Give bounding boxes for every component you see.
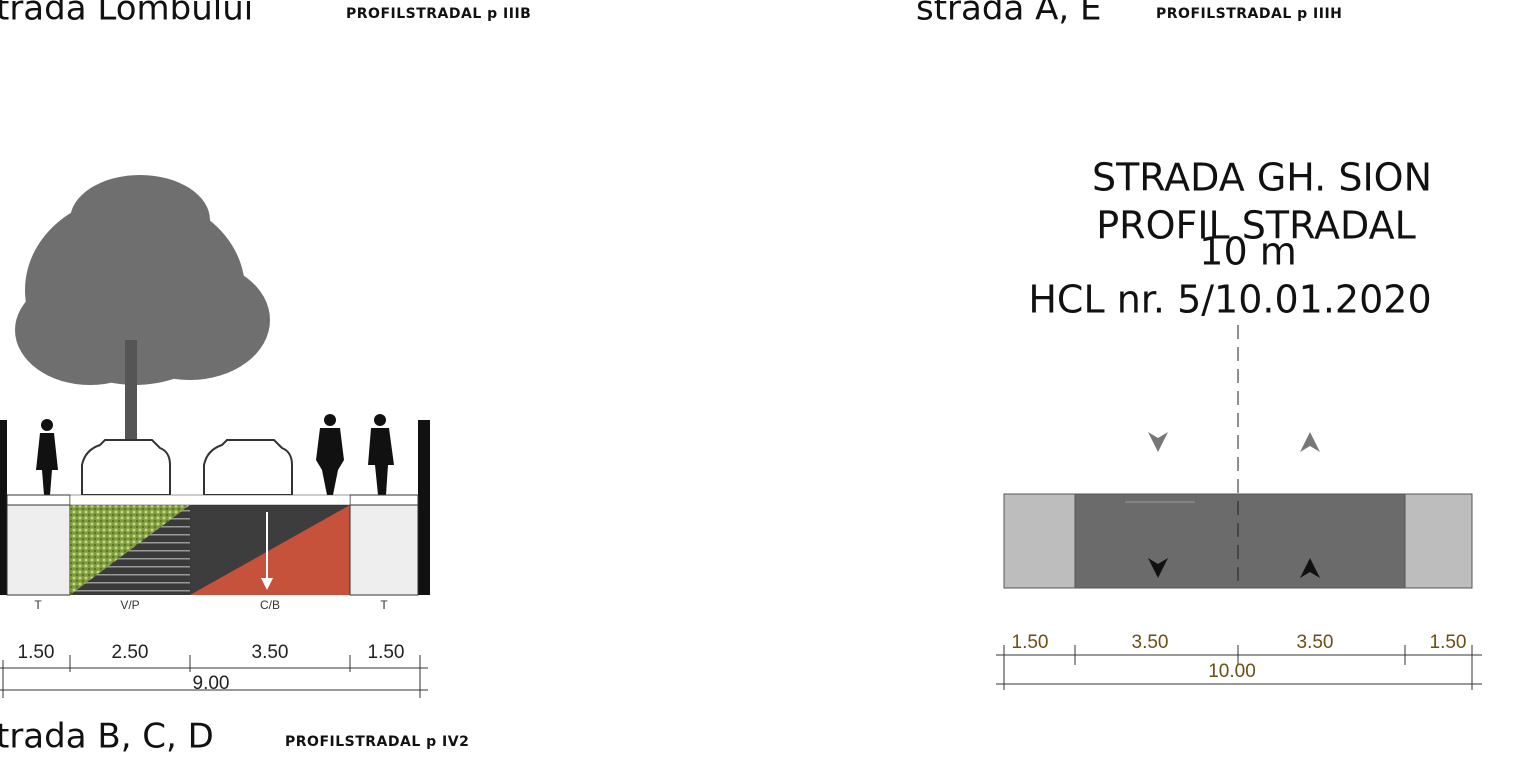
lane-label: C/B — [260, 598, 280, 612]
wall — [0, 420, 7, 595]
car — [81, 439, 293, 496]
dimension: 1.50 — [18, 642, 55, 663]
dimension: 1.50 — [368, 642, 405, 663]
section — [6, 494, 419, 596]
title: trada Lombului — [0, 0, 253, 29]
road-section — [1003, 325, 1473, 589]
dimension: 3.50 — [1132, 632, 1169, 653]
code: PROFILSTRADAL p IIIH — [1156, 6, 1342, 22]
heading: PROFIL STRADAL — [1096, 204, 1416, 248]
title: trada B, C, D — [0, 717, 214, 757]
people — [36, 414, 394, 495]
dimension: 1.50 — [1012, 632, 1049, 653]
heading: HCL nr. 5/10.01.2020 — [1028, 278, 1431, 322]
dimension: 3.50 — [1297, 632, 1334, 653]
dimension: 3.50 — [252, 642, 289, 663]
lane-label: V/P — [120, 598, 139, 612]
dimension: 1.50 — [1430, 632, 1467, 653]
dimension-lines — [0, 655, 428, 698]
dimension: 2.50 — [112, 642, 149, 663]
heading: STRADA GH. SION — [1092, 156, 1432, 200]
heading: 10 m — [1199, 230, 1296, 274]
tree — [15, 175, 270, 500]
code: PROFILSTRADAL p IIIB — [346, 6, 531, 22]
lane-label: T — [34, 598, 42, 612]
dimension-total: 9.00 — [193, 673, 230, 694]
lane-label: T — [380, 598, 388, 612]
dimension-lines — [996, 645, 1482, 690]
dimension-total: 10.00 — [1208, 661, 1256, 682]
wall — [418, 420, 430, 595]
code: PROFILSTRADAL p IV2 — [285, 734, 469, 750]
title: strada A, E — [916, 0, 1101, 29]
